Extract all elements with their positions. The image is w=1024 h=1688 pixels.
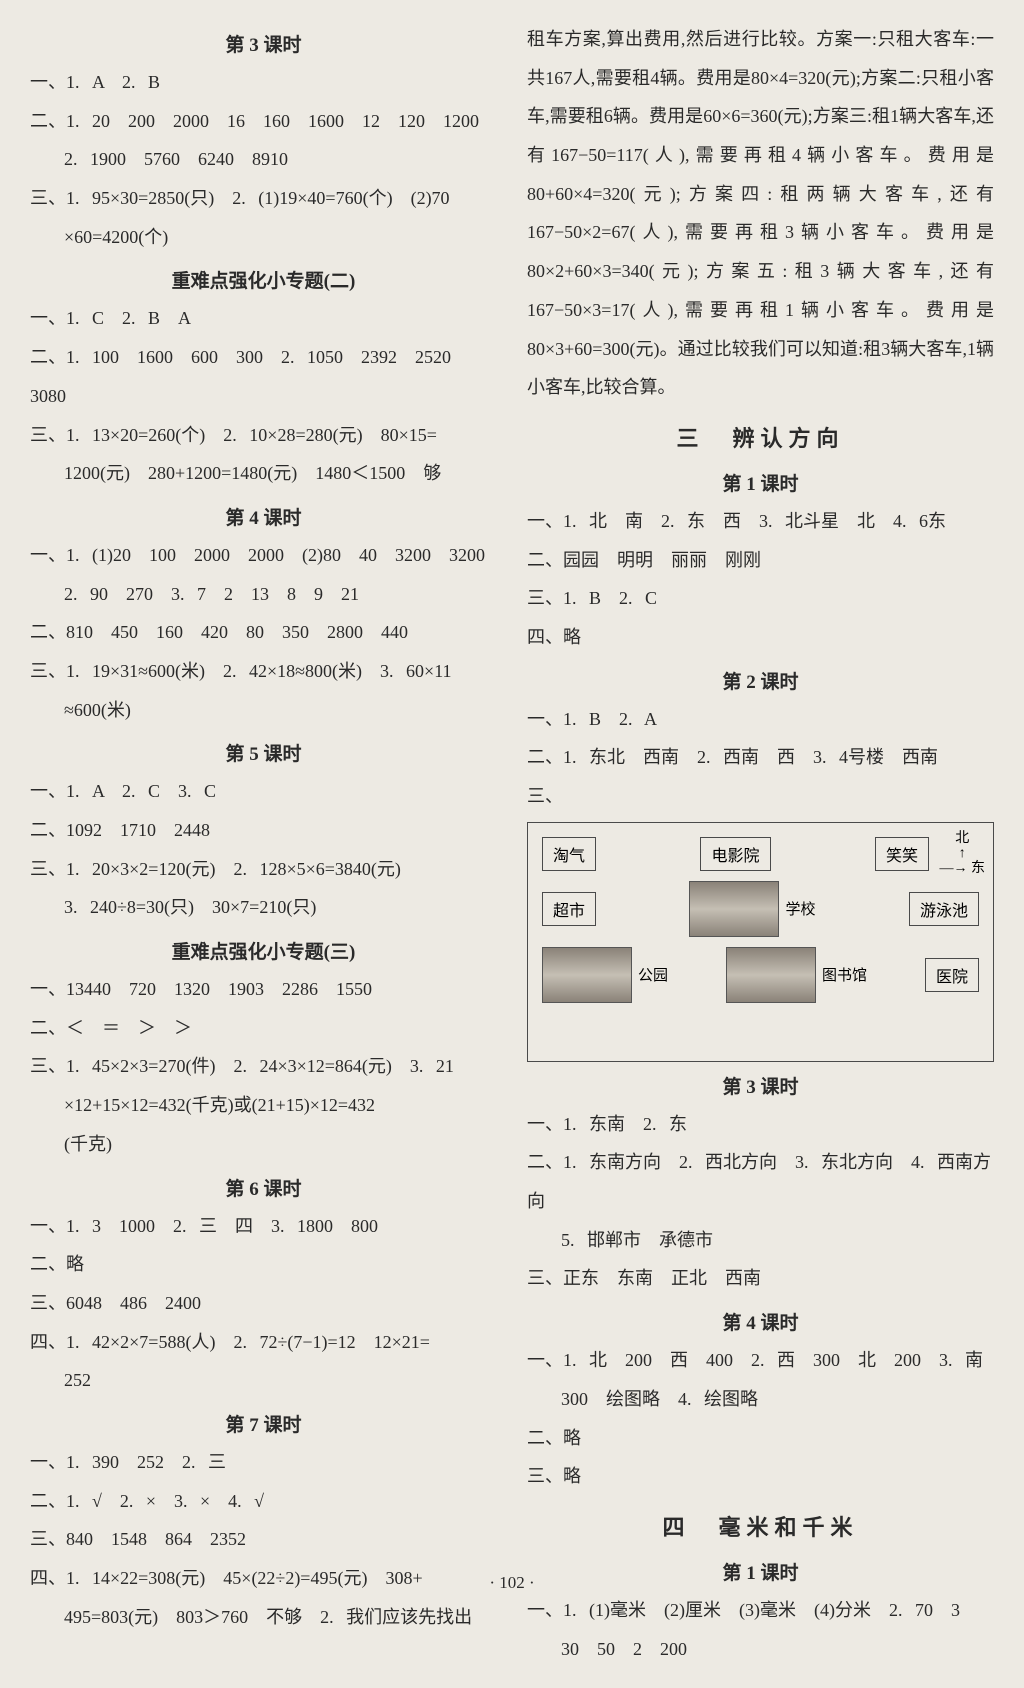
answer-line: 三、1. 95×30=2850(只) 2. (1)19×40=760(个) (2… bbox=[30, 179, 497, 218]
compass-arrows: —→ bbox=[940, 861, 968, 876]
diagram-row-1: 淘气 电影院 笑笑 bbox=[542, 837, 979, 871]
answer-line: 二、1092 1710 2448 bbox=[30, 811, 497, 850]
answer-line: 2. 1900 5760 6240 8910 bbox=[30, 140, 497, 179]
diagram-library: 图书馆 bbox=[726, 947, 867, 1003]
answer-line: 二、1. √ 2. × 3. × 4. √ bbox=[30, 1482, 497, 1521]
diagram-label-library: 图书馆 bbox=[822, 964, 867, 985]
answer-line: 一、1. (1)毫米 (2)厘米 (3)毫米 (4)分米 2. 70 3 bbox=[527, 1591, 994, 1630]
answer-line: 1200(元) 280+1200=1480(元) 1480＜1500 够 bbox=[30, 454, 497, 493]
diagram-label-pool: 游泳池 bbox=[909, 892, 979, 926]
answer-line: 三、1. 13×20=260(个) 2. 10×28=280(元) 80×15= bbox=[30, 416, 497, 455]
answer-line: 三、正东 东南 正北 西南 bbox=[527, 1259, 994, 1298]
answer-line: 一、1. (1)20 100 2000 2000 (2)80 40 3200 3… bbox=[30, 536, 497, 575]
answer-line: 三、1. 45×2×3=270(件) 2. 24×3×12=864(元) 3. … bbox=[30, 1047, 497, 1086]
diagram-row-3: 公园 图书馆 医院 bbox=[542, 947, 979, 1003]
compass-icon: 北 ↑ —→ 东 bbox=[940, 831, 986, 877]
answer-line: (千克) bbox=[30, 1125, 497, 1164]
answer-line: 495=803(元) 803＞760 不够 2. 我们应该先找出 bbox=[30, 1598, 497, 1637]
school-image-icon bbox=[689, 881, 779, 937]
answer-line: 三、1. 20×3×2=120(元) 2. 128×5×6=3840(元) bbox=[30, 850, 497, 889]
answer-line: 二、1. 东北 西南 2. 西南 西 3. 4号楼 西南 bbox=[527, 738, 994, 777]
answer-line: 二、略 bbox=[527, 1419, 994, 1458]
answer-line: 252 bbox=[30, 1361, 497, 1400]
answer-line: 一、1. 东南 2. 东 bbox=[527, 1105, 994, 1144]
diagram-label-park: 公园 bbox=[638, 964, 668, 985]
direction-diagram: 北 ↑ —→ 东 淘气 电影院 笑笑 超市 学校 游泳池 bbox=[527, 822, 994, 1062]
answer-line: ×12+15×12=432(千克)或(21+15)×12=432 bbox=[30, 1086, 497, 1125]
left-column: 第 3 课时 一、1. A 2. B 二、1. 20 200 2000 16 1… bbox=[30, 20, 497, 1668]
answer-line: 一、1. 北 南 2. 东 西 3. 北斗星 北 4. 6东 bbox=[527, 502, 994, 541]
answer-line: 5. 邯郸市 承德市 bbox=[527, 1221, 994, 1260]
topic-3-heading: 重难点强化小专题(三) bbox=[30, 937, 497, 964]
page-number: · 102 · bbox=[0, 1573, 1024, 1593]
answer-line: 一、1. C 2. B A bbox=[30, 299, 497, 338]
answer-line: 一、1. A 2. B bbox=[30, 63, 497, 102]
answer-line: 一、1. B 2. A bbox=[527, 700, 994, 739]
compass-east-label: 东 bbox=[971, 861, 985, 876]
answer-line: 二、略 bbox=[30, 1245, 497, 1284]
compass-north-label: 北 bbox=[955, 831, 969, 846]
answer-line: 二、园园 明明 丽丽 刚刚 bbox=[527, 541, 994, 580]
lesson-4-heading: 第 4 课时 bbox=[30, 503, 497, 530]
dir-lesson-4-heading: 第 4 课时 bbox=[527, 1308, 994, 1335]
answer-line: 一、1. A 2. C 3. C bbox=[30, 772, 497, 811]
section-3-heading: 三 辨认方向 bbox=[527, 421, 994, 453]
answer-line: ≈600(米) bbox=[30, 691, 497, 730]
answer-line: 二、810 450 160 420 80 350 2800 440 bbox=[30, 613, 497, 652]
library-image-icon bbox=[726, 947, 816, 1003]
answer-line: 一、1. 北 200 西 400 2. 西 300 北 200 3. 南 bbox=[527, 1341, 994, 1380]
answer-line: 2. 90 270 3. 7 2 13 8 9 21 bbox=[30, 575, 497, 614]
answer-line: 30 50 2 200 bbox=[527, 1630, 994, 1669]
diagram-park: 公园 bbox=[542, 947, 668, 1003]
answer-line: 四、略 bbox=[527, 618, 994, 657]
answer-line: 3. 240÷8=30(只) 30×7=210(只) bbox=[30, 888, 497, 927]
answer-line: 四、1. 42×2×7=588(人) 2. 72÷(7−1)=12 12×21= bbox=[30, 1323, 497, 1362]
right-column: 租车方案,算出费用,然后进行比较。方案一:只租大客车:一共167人,需要租4辆。… bbox=[527, 20, 994, 1668]
diagram-label-supermarket: 超市 bbox=[542, 892, 596, 926]
answer-line: 二、＜ ＝ ＞ ＞ bbox=[30, 1009, 497, 1048]
lesson-3-heading: 第 3 课时 bbox=[30, 30, 497, 57]
answer-line: 三、1. B 2. C bbox=[527, 579, 994, 618]
diagram-label-school: 学校 bbox=[785, 898, 815, 919]
answer-line: 三、1. 19×31≈600(米) 2. 42×18≈800(米) 3. 60×… bbox=[30, 652, 497, 691]
topic-2-heading: 重难点强化小专题(二) bbox=[30, 266, 497, 293]
diagram-label-hospital: 医院 bbox=[925, 958, 979, 992]
diagram-label-xiaoxiao: 笑笑 bbox=[875, 837, 929, 871]
answer-line: 300 绘图略 4. 绘图略 bbox=[527, 1380, 994, 1419]
lesson-6-heading: 第 6 课时 bbox=[30, 1174, 497, 1201]
lesson-5-heading: 第 5 课时 bbox=[30, 739, 497, 766]
answer-line: 一、13440 720 1320 1903 2286 1550 bbox=[30, 970, 497, 1009]
answer-line: 二、1. 东南方向 2. 西北方向 3. 东北方向 4. 西南方向 bbox=[527, 1143, 994, 1220]
diagram-school: 学校 bbox=[689, 881, 815, 937]
paragraph-bus-plan: 租车方案,算出费用,然后进行比较。方案一:只租大客车:一共167人,需要租4辆。… bbox=[527, 20, 994, 407]
diagram-label-taoqi: 淘气 bbox=[542, 837, 596, 871]
answer-line: 二、1. 20 200 2000 16 160 1600 12 120 1200 bbox=[30, 102, 497, 141]
answer-line: 三、略 bbox=[527, 1457, 994, 1496]
dir-lesson-2-heading: 第 2 课时 bbox=[527, 667, 994, 694]
dir-lesson-1-heading: 第 1 课时 bbox=[527, 469, 994, 496]
answer-line: 一、1. 390 252 2. 三 bbox=[30, 1443, 497, 1482]
answer-line: ×60=4200(个) bbox=[30, 218, 497, 257]
diagram-label-cinema: 电影院 bbox=[700, 837, 770, 871]
park-image-icon bbox=[542, 947, 632, 1003]
dir-lesson-3-heading: 第 3 课时 bbox=[527, 1072, 994, 1099]
answer-line: 三、840 1548 864 2352 bbox=[30, 1520, 497, 1559]
answer-line: 二、1. 100 1600 600 300 2. 1050 2392 2520 … bbox=[30, 338, 497, 415]
answer-line: 一、1. 3 1000 2. 三 四 3. 1800 800 bbox=[30, 1207, 497, 1246]
compass-arrows: ↑ bbox=[959, 846, 966, 861]
answer-line: 三、6048 486 2400 bbox=[30, 1284, 497, 1323]
diagram-row-2: 超市 学校 游泳池 bbox=[542, 881, 979, 937]
answer-line: 三、 bbox=[527, 777, 994, 816]
lesson-7-heading: 第 7 课时 bbox=[30, 1410, 497, 1437]
section-4-heading: 四 毫米和千米 bbox=[527, 1510, 994, 1542]
page-container: 第 3 课时 一、1. A 2. B 二、1. 20 200 2000 16 1… bbox=[0, 0, 1024, 1688]
